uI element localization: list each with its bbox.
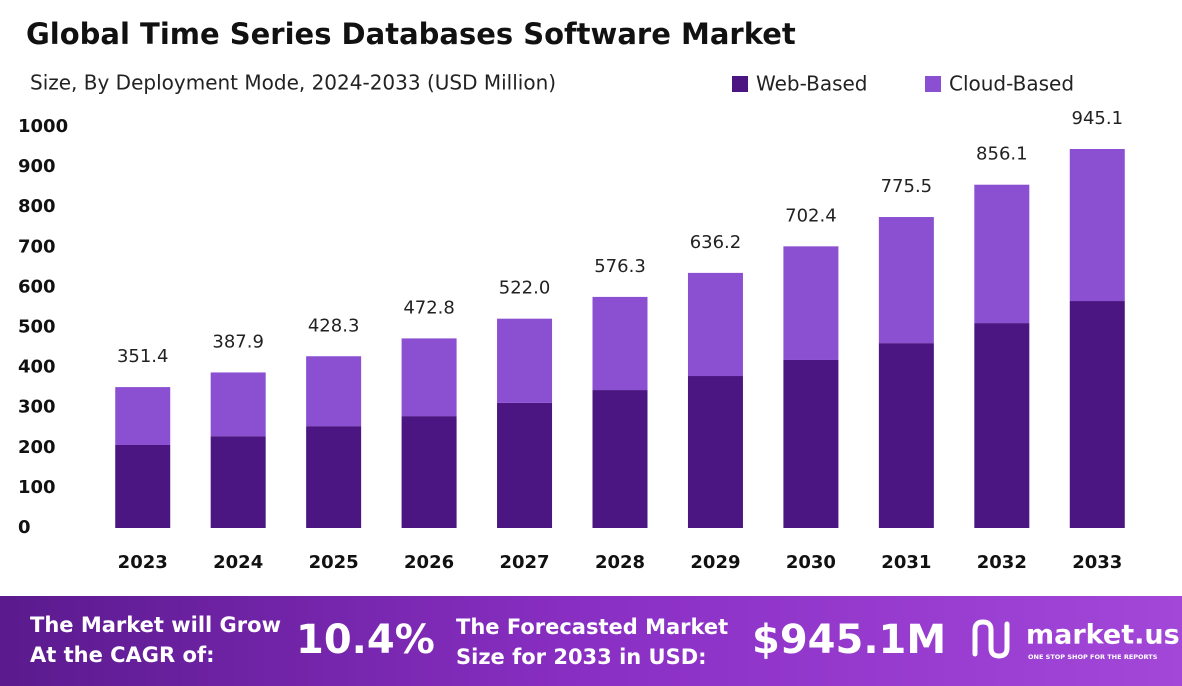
chart-subtitle: Size, By Deployment Mode, 2024-2033 (USD… — [30, 71, 556, 95]
bar-segment — [592, 296, 648, 391]
total-label: 636.2 — [690, 232, 742, 253]
legend-swatch — [925, 76, 941, 92]
total-label: 856.1 — [976, 144, 1028, 165]
bar-segment — [592, 390, 648, 528]
legend: Web-Based Cloud-Based — [732, 72, 1074, 96]
bar-segment — [401, 338, 457, 417]
bar-segment — [878, 217, 934, 344]
total-label: 775.5 — [881, 176, 933, 197]
cagr-label: At the CAGR of: — [30, 643, 215, 667]
y-tick-label: 800 — [18, 196, 56, 217]
chart-title: Global Time Series Databases Software Ma… — [26, 17, 796, 51]
footer-band — [0, 596, 1182, 686]
x-tick-label: 2029 — [690, 552, 740, 573]
bar-segment — [115, 387, 171, 445]
total-label: 522.0 — [499, 278, 551, 299]
bar-segment — [497, 402, 553, 528]
x-tick-label: 2030 — [786, 552, 836, 573]
bar-segment — [1069, 301, 1125, 528]
x-tick-label: 2026 — [404, 552, 454, 573]
brand-name: market.us — [1026, 620, 1180, 651]
total-label: 428.3 — [308, 315, 360, 336]
bar-segment — [974, 184, 1030, 324]
y-tick-label: 400 — [18, 357, 56, 378]
y-tick-label: 200 — [18, 437, 56, 458]
cagr-value: 10.4% — [296, 617, 435, 663]
x-tick-label: 2033 — [1072, 552, 1122, 573]
x-tick-label: 2024 — [213, 552, 263, 573]
y-tick-label: 0 — [18, 517, 31, 538]
legend-swatch — [732, 76, 748, 92]
bar-segment — [783, 246, 839, 360]
legend-label: Web-Based — [756, 72, 868, 96]
total-label: 387.9 — [212, 331, 264, 352]
x-tick-label: 2032 — [977, 552, 1027, 573]
bar-segment — [878, 343, 934, 528]
total-label: 702.4 — [785, 205, 837, 226]
bar-segment — [974, 323, 1030, 528]
y-tick-label: 500 — [18, 317, 56, 338]
bar-segment — [306, 356, 362, 427]
x-tick-label: 2028 — [595, 552, 645, 573]
x-tick-label: 2023 — [118, 552, 168, 573]
total-label: 351.4 — [117, 346, 169, 367]
bar-segment — [687, 272, 743, 377]
y-tick-label: 300 — [18, 397, 56, 418]
brand-tagline: ONE STOP SHOP FOR THE REPORTS — [1028, 653, 1158, 661]
bar-segment — [401, 416, 457, 528]
bar-segment — [1069, 149, 1125, 302]
x-tick-label: 2027 — [499, 552, 549, 573]
bar-segment — [210, 436, 266, 528]
bar-segment — [783, 359, 839, 528]
bar-segment — [497, 318, 553, 403]
bar-segment — [115, 444, 171, 528]
forecast-label: The Forecasted Market — [456, 615, 728, 639]
x-tick-label: 2025 — [309, 552, 359, 573]
total-label: 945.1 — [1072, 108, 1124, 129]
y-tick-label: 1000 — [18, 116, 68, 137]
total-label: 472.8 — [403, 297, 455, 318]
x-tick-label: 2031 — [881, 552, 931, 573]
y-tick-label: 600 — [18, 276, 56, 297]
brand-logo — [972, 619, 1010, 659]
legend-label: Cloud-Based — [949, 72, 1074, 96]
y-tick-label: 100 — [18, 477, 56, 498]
bar-segment — [210, 372, 266, 437]
cagr-label: The Market will Grow — [30, 613, 281, 637]
y-tick-label: 900 — [18, 156, 56, 177]
forecast-value: $945.1M — [752, 617, 946, 663]
bar-segment — [306, 426, 362, 528]
bar-segment — [687, 376, 743, 528]
forecast-label: Size for 2033 in USD: — [456, 645, 707, 669]
total-label: 576.3 — [594, 256, 646, 277]
y-tick-label: 700 — [18, 236, 56, 257]
